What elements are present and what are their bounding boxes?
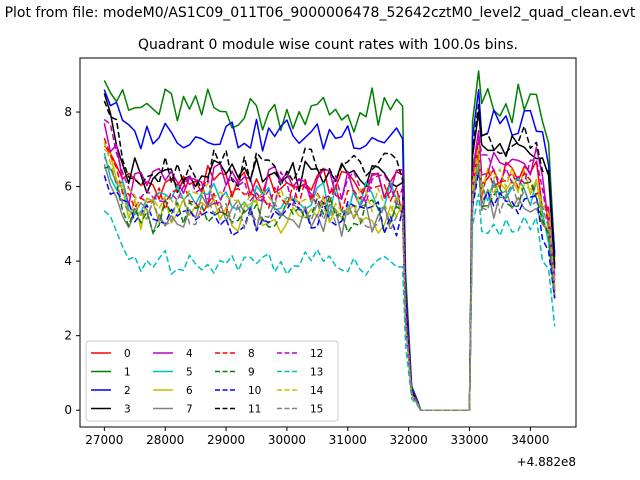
legend-label-3: 3: [124, 404, 131, 416]
legend-label-1: 1: [124, 367, 131, 379]
x-tick-label: 27000: [85, 433, 123, 447]
x-tick-label: 32000: [390, 433, 428, 447]
axes: 27000 28000 29000 30000 31000 32000 33000 34000…: [64, 57, 577, 447]
figure-suptitle: Plot from file: modeM0/AS1C09_011T06_900…: [5, 5, 636, 21]
y-tick-label: 0: [64, 403, 72, 417]
series-line-12: [103, 118, 556, 411]
x-tick-label: 34000: [511, 433, 549, 447]
y-tick-label: 4: [64, 254, 72, 268]
legend-label-10: 10: [248, 385, 261, 397]
x-tick-label: 30000: [268, 433, 306, 447]
legend-label-11: 11: [248, 404, 261, 416]
legend-label-0: 0: [124, 348, 131, 360]
x-tick-label: 31000: [329, 433, 367, 447]
y-tick-label: 6: [64, 180, 72, 194]
series-line-11: [103, 100, 556, 411]
series-line-15: [103, 156, 556, 411]
legend-box: [85, 340, 339, 422]
series-line-14: [103, 141, 556, 411]
legend-label-7: 7: [186, 404, 193, 416]
x-tick-label: 28000: [146, 433, 184, 447]
legend-label-5: 5: [186, 367, 193, 379]
x-axis-offset-label: +4.882e8: [517, 455, 576, 469]
legend-label-9: 9: [248, 367, 255, 379]
legend-label-15: 15: [310, 404, 323, 416]
y-tick-label: 8: [64, 105, 72, 119]
axes-frame: [79, 57, 577, 428]
series-line-1: [103, 70, 556, 411]
x-tick-label: 29000: [207, 433, 245, 447]
legend-label-14: 14: [310, 385, 324, 397]
legend-label-6: 6: [186, 385, 193, 397]
series-line-13: [103, 193, 556, 411]
series-line-2: [103, 88, 556, 411]
legend-label-12: 12: [310, 348, 323, 360]
legend-label-2: 2: [124, 385, 131, 397]
legend-label-8: 8: [248, 348, 255, 360]
x-tick-label: 33000: [450, 433, 488, 447]
y-tick-label: 2: [64, 329, 72, 343]
series-lines: [103, 70, 556, 411]
legend-label-4: 4: [186, 348, 193, 360]
legend-label-13: 13: [310, 367, 323, 379]
axes-title: Quadrant 0 module wise count rates with …: [138, 37, 518, 53]
